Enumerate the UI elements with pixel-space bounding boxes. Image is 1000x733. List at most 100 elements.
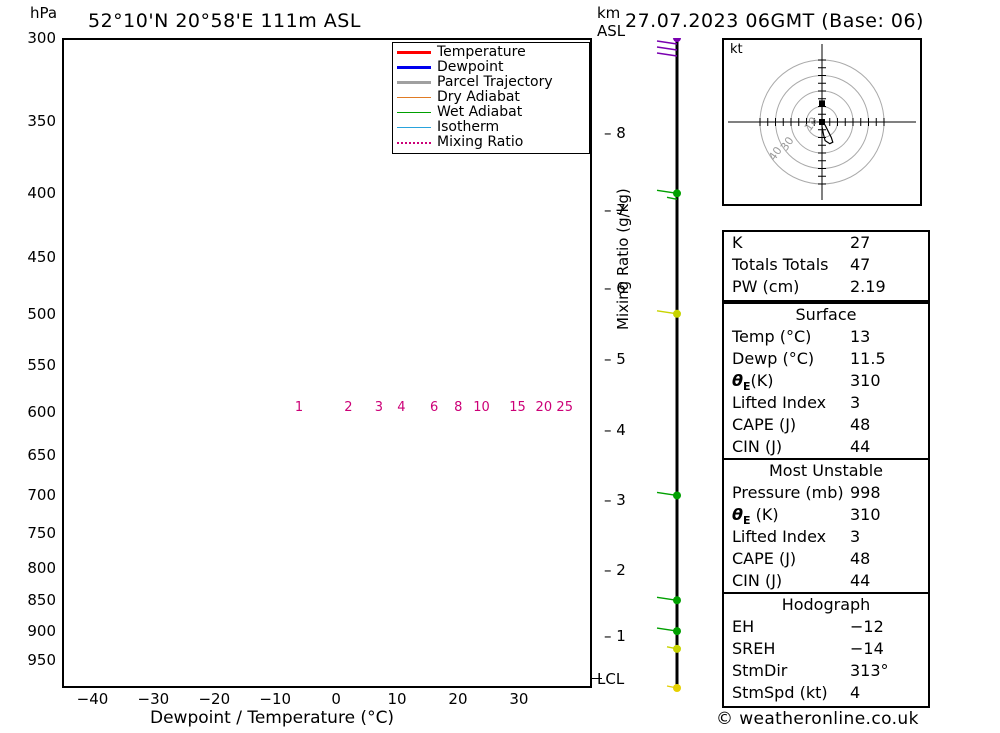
panel-row-label: θE(K) bbox=[732, 371, 774, 394]
hodograph-marker bbox=[819, 119, 825, 125]
panel-row-value: 3 bbox=[850, 527, 861, 546]
panel-title: Surface bbox=[795, 305, 857, 324]
panel-row-value: 44 bbox=[850, 437, 871, 456]
surface-panel: Surface Temp (°C) 13 Dewp (°C) 11.5 θE(K) 310 L… bbox=[722, 302, 930, 462]
legend-label: Isotherm bbox=[437, 119, 500, 135]
panel-row-label: CIN (J) bbox=[732, 571, 783, 590]
panel-row-label: CIN (J) bbox=[732, 437, 783, 456]
panel-row-label: PW (cm) bbox=[732, 277, 800, 296]
mixing-ratio-label: 1 bbox=[294, 400, 304, 415]
panel-row: StmDir 313° bbox=[724, 660, 928, 682]
height-tick-label: – 4 bbox=[604, 421, 626, 439]
legend-swatch-mixing-ratio bbox=[397, 141, 431, 144]
panel-row: θE(K) 310 bbox=[724, 370, 928, 394]
mixing-ratio-label: 2 bbox=[344, 400, 353, 415]
height-tick-label: – 6 bbox=[604, 279, 626, 297]
hodograph-marker bbox=[819, 100, 825, 107]
temperature-tick-label: −40 bbox=[76, 690, 109, 708]
date-title: 27.07.2023 06GMT (Base: 06) bbox=[625, 10, 924, 32]
panel-row-value: 4 bbox=[850, 683, 861, 702]
hodograph-ring-label: 10 bbox=[802, 115, 821, 134]
mixing-ratio-label: 15 bbox=[509, 400, 526, 415]
legend-swatch-wet-adiabat bbox=[397, 112, 431, 113]
temperature-tick-label: 10 bbox=[387, 690, 407, 708]
legend-swatch-temperature bbox=[397, 51, 431, 54]
panel-row-value: 47 bbox=[850, 255, 871, 274]
mixing-ratio-label: 8 bbox=[454, 400, 463, 415]
panel-row-label: θE (K) bbox=[732, 505, 779, 528]
panel-title: Hodograph bbox=[781, 595, 871, 614]
panel-row: θE (K) 310 bbox=[724, 504, 928, 528]
panel-row: CIN (J) 44 bbox=[724, 436, 928, 458]
legend-item: Mixing Ratio bbox=[397, 135, 585, 150]
panel-row-value: 44 bbox=[850, 571, 871, 590]
wind-barb bbox=[656, 189, 678, 201]
panel-row: Lifted Index 3 bbox=[724, 392, 928, 414]
panel-row: Lifted Index 3 bbox=[724, 526, 928, 548]
chart-legend: Temperature Dewpoint Parcel Trajectory Dry … bbox=[392, 42, 590, 154]
pressure-tick-label: 550 bbox=[27, 356, 56, 375]
panel-row-value: 48 bbox=[850, 415, 871, 434]
temperature-tick-label: −20 bbox=[198, 690, 231, 708]
panel-row: Pressure (mb) 998 bbox=[724, 482, 928, 504]
panel-row-value: 11.5 bbox=[850, 349, 886, 368]
legend-item: Isotherm bbox=[397, 120, 585, 135]
panel-row-label: CAPE (J) bbox=[732, 415, 797, 434]
wind-barb bbox=[656, 310, 678, 315]
hodograph-unit-label: kt bbox=[730, 42, 743, 57]
pressure-tick-label: 500 bbox=[27, 304, 56, 323]
x-axis-title: Dewpoint / Temperature (°C) bbox=[150, 708, 395, 728]
panel-row-value: 48 bbox=[850, 549, 871, 568]
pressure-tick-label: 300 bbox=[27, 29, 56, 47]
height-unit-label: km bbox=[597, 4, 621, 22]
legend-label: Wet Adiabat bbox=[437, 104, 523, 120]
pressure-tick-label: 350 bbox=[27, 112, 56, 131]
panel-row-label: SREH bbox=[732, 639, 776, 658]
height-tick-label: – 7 bbox=[604, 201, 626, 219]
legend-swatch-dewpoint bbox=[397, 66, 431, 69]
pressure-tick-label: 950 bbox=[27, 651, 56, 670]
legend-swatch-dry-adiabat bbox=[397, 97, 431, 98]
most-unstable-panel: Most Unstable Pressure (mb) 998 θE (K) 310 Li… bbox=[722, 458, 930, 596]
pressure-tick-label: 600 bbox=[27, 403, 56, 422]
panel-row-value: 27 bbox=[850, 233, 871, 252]
panel-row-label: K bbox=[732, 233, 743, 252]
panel-row: Totals Totals 47 bbox=[724, 254, 928, 276]
panel-row-value: −14 bbox=[850, 639, 884, 658]
panel-row-label: Dewp (°C) bbox=[732, 349, 815, 368]
panel-row-label: StmDir bbox=[732, 661, 788, 680]
panel-row-label: Totals Totals bbox=[732, 255, 829, 274]
temperature-tick-label: 0 bbox=[331, 690, 341, 708]
panel-row: CIN (J) 44 bbox=[724, 570, 928, 592]
legend-label: Parcel Trajectory bbox=[437, 74, 553, 90]
asl-unit-label: ASL bbox=[597, 22, 626, 40]
panel-row-label: Lifted Index bbox=[732, 393, 827, 412]
panel-row-label: EH bbox=[732, 617, 755, 636]
panel-row: Temp (°C) 13 bbox=[724, 326, 928, 348]
panel-row-value: −12 bbox=[850, 617, 884, 636]
wind-barb bbox=[656, 491, 678, 497]
legend-label: Temperature bbox=[437, 44, 526, 60]
panel-row-label: CAPE (J) bbox=[732, 549, 797, 568]
panel-row-value: 3 bbox=[850, 393, 861, 412]
legend-label: Dry Adiabat bbox=[437, 89, 520, 105]
wind-barb bbox=[656, 627, 678, 632]
height-tick-label: – 1 bbox=[604, 627, 626, 645]
legend-item: Dry Adiabat bbox=[397, 90, 585, 105]
page-title: 52°10'N 20°58'E 111m ASL bbox=[88, 10, 361, 32]
pressure-tick-label: 450 bbox=[27, 247, 56, 266]
panel-row-value: 2.19 bbox=[850, 277, 886, 296]
pressure-tick-label: 650 bbox=[27, 446, 56, 465]
pressure-tick-label: 800 bbox=[27, 558, 56, 577]
height-tick-label: – 8 bbox=[604, 124, 626, 142]
pressure-tick-label: 400 bbox=[27, 184, 56, 203]
wind-barb bbox=[666, 646, 678, 650]
legend-item: Temperature bbox=[397, 45, 585, 60]
panel-row-label: Temp (°C) bbox=[732, 327, 812, 346]
temperature-tick-label: 20 bbox=[448, 690, 468, 708]
legend-item: Dewpoint bbox=[397, 60, 585, 75]
wind-barb bbox=[656, 596, 678, 601]
height-tick-label: – 5 bbox=[604, 350, 626, 368]
panel-row: CAPE (J) 48 bbox=[724, 414, 928, 436]
copyright-notice: © weatheronline.co.uk bbox=[716, 709, 919, 729]
